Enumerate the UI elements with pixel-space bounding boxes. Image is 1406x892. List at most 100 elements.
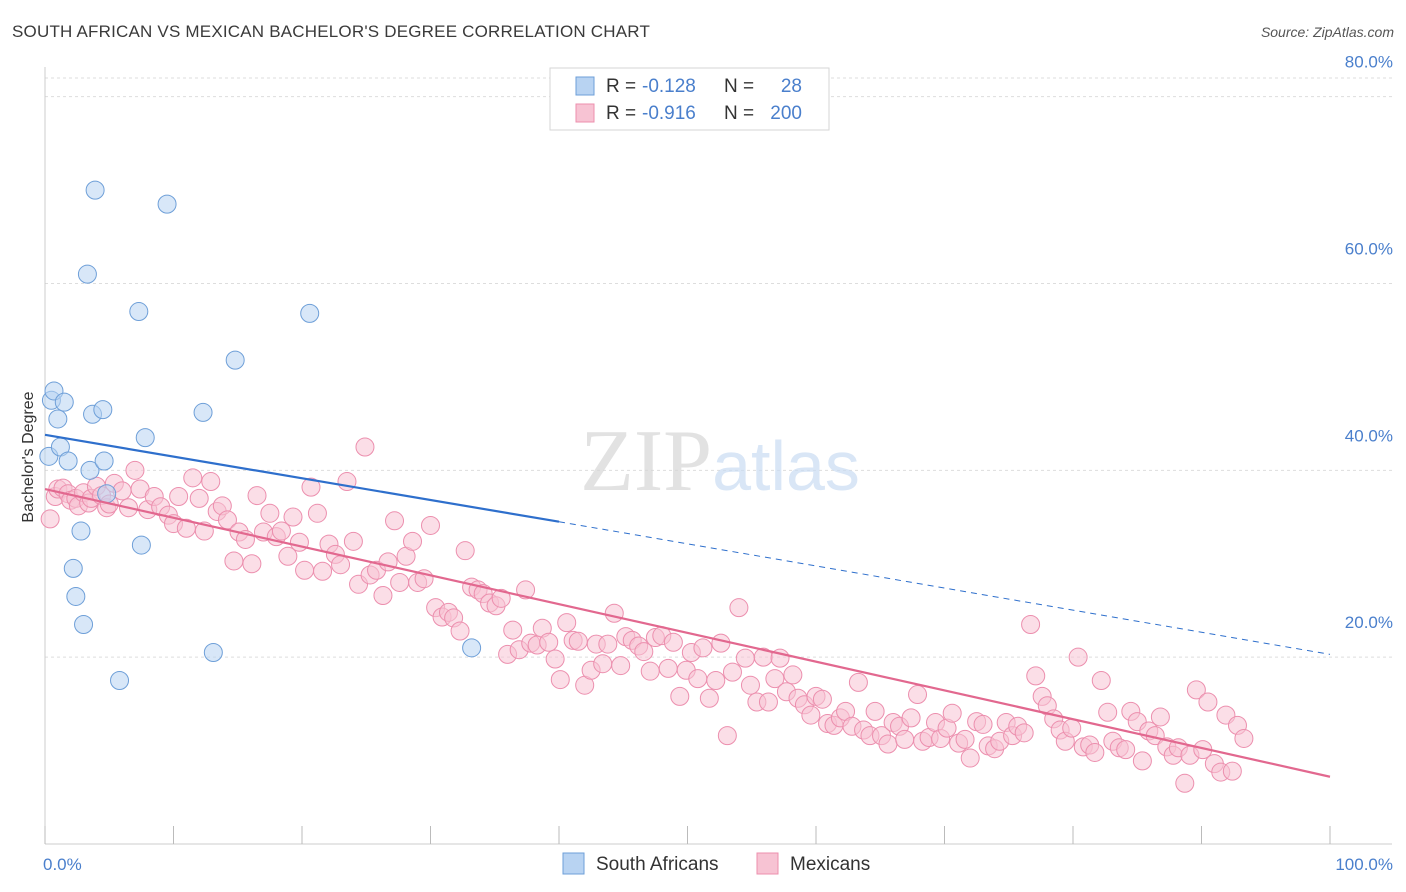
south-african-point xyxy=(110,671,130,691)
mexican-point xyxy=(1198,692,1218,712)
south-african-point xyxy=(71,521,91,541)
legend-bottom: South Africans Mexicans xyxy=(562,852,870,875)
mexican-point xyxy=(1014,723,1034,743)
mexican-point xyxy=(557,613,577,633)
south-african-point xyxy=(129,302,149,322)
mexican-point xyxy=(260,503,280,523)
mexican-point xyxy=(1062,718,1082,738)
mexican-point xyxy=(729,598,749,618)
mexican-trend-line xyxy=(44,487,1331,778)
south-african-point xyxy=(462,638,482,658)
mexican-point xyxy=(848,672,868,692)
mexican-point xyxy=(1222,761,1242,781)
mexican-point xyxy=(568,631,588,651)
mexican-point xyxy=(598,634,618,654)
south-african-point xyxy=(300,303,320,323)
mexican-point xyxy=(1116,740,1136,760)
mexican-point xyxy=(758,692,778,712)
mexican-point xyxy=(390,572,410,592)
legend-r-label: R = xyxy=(606,103,636,124)
mexican-point xyxy=(224,551,244,571)
mexican-point xyxy=(812,689,832,709)
south-african-trend-extension xyxy=(558,521,1331,655)
legend-bottom-label: South Africans xyxy=(596,854,719,875)
mexican-point xyxy=(895,729,915,749)
x-tick-label-max: 100.0% xyxy=(1335,855,1393,874)
mexican-point xyxy=(604,603,624,623)
mexican-point xyxy=(1068,647,1088,667)
mexican-point xyxy=(973,714,993,734)
mexican-point xyxy=(307,503,327,523)
mexican-point xyxy=(539,632,559,652)
south-african-point xyxy=(203,643,223,662)
mexican-point xyxy=(699,688,719,708)
mexican-point xyxy=(1091,671,1111,691)
mexican-point xyxy=(765,669,785,689)
south-african-point xyxy=(48,409,68,429)
mexican-point xyxy=(550,670,570,690)
mexican-point xyxy=(125,460,145,480)
mexican-point xyxy=(735,648,755,668)
mexican-point xyxy=(455,541,475,561)
mexican-point xyxy=(289,532,309,552)
legend-n-label: N = xyxy=(724,103,754,124)
mexican-point xyxy=(278,546,298,566)
mexican-point xyxy=(373,586,393,606)
mexican-point xyxy=(722,662,742,682)
legend-bottom-swatch xyxy=(756,852,779,875)
mexican-point xyxy=(1150,707,1170,727)
y-axis-title: Bachelor's Degree xyxy=(20,391,37,522)
legend-swatch xyxy=(575,103,595,123)
legend-n-value: 200 xyxy=(770,103,802,124)
mexican-point xyxy=(403,531,423,551)
mexican-point xyxy=(1175,773,1195,793)
mexican-point xyxy=(593,654,613,674)
mexican-point xyxy=(450,621,470,641)
mexican-point xyxy=(112,481,132,501)
mexican-point xyxy=(1186,680,1206,700)
legend-r-label: R = xyxy=(606,76,636,97)
chart-source: Source: ZipAtlas.com xyxy=(1260,24,1394,40)
y-tick-label: 80.0% xyxy=(1345,53,1393,72)
south-african-point xyxy=(66,586,86,606)
mexican-point xyxy=(271,521,291,541)
chart-title: SOUTH AFRICAN VS MEXICAN BACHELOR'S DEGR… xyxy=(12,22,651,41)
south-african-point xyxy=(131,535,151,555)
legend-box xyxy=(549,67,830,131)
legend-n-value: 28 xyxy=(781,76,802,97)
trend-layer xyxy=(44,433,1331,778)
mexican-point xyxy=(711,633,731,653)
mexican-point xyxy=(301,477,321,497)
x-tick-label-min: 0.0% xyxy=(43,855,82,874)
mexican-point xyxy=(865,701,885,721)
mexican-point xyxy=(331,555,351,575)
mexican-point xyxy=(801,705,821,725)
south-african-point xyxy=(63,558,83,578)
legend-bottom-label: Mexicans xyxy=(790,854,870,875)
watermark: ZIPatlas xyxy=(580,413,860,510)
south-african-point xyxy=(135,428,155,448)
south-african-point xyxy=(157,194,177,214)
mexican-point xyxy=(247,486,267,506)
mexican-point xyxy=(693,638,713,658)
mexican-point xyxy=(740,675,760,695)
y-tick-label: 40.0% xyxy=(1345,426,1393,445)
axes-layer: 20.0% 40.0% 60.0% 80.0% 0.0% 100.0% xyxy=(43,53,1393,874)
mexican-point xyxy=(1026,666,1046,686)
mexican-point xyxy=(385,511,405,531)
mexican-point xyxy=(355,437,375,457)
south-african-point xyxy=(97,484,117,504)
mexican-point xyxy=(670,686,690,706)
mexican-point xyxy=(955,729,975,749)
south-african-point xyxy=(80,460,100,480)
south-african-point xyxy=(77,264,97,284)
mexican-point xyxy=(1021,614,1041,634)
mexican-point xyxy=(878,734,898,754)
mexican-point xyxy=(717,726,737,746)
south-african-trend-line xyxy=(44,433,560,523)
mexican-point xyxy=(295,560,315,580)
south-african-point xyxy=(58,451,78,471)
mexican-point xyxy=(783,665,803,685)
mexican-point xyxy=(503,620,523,640)
